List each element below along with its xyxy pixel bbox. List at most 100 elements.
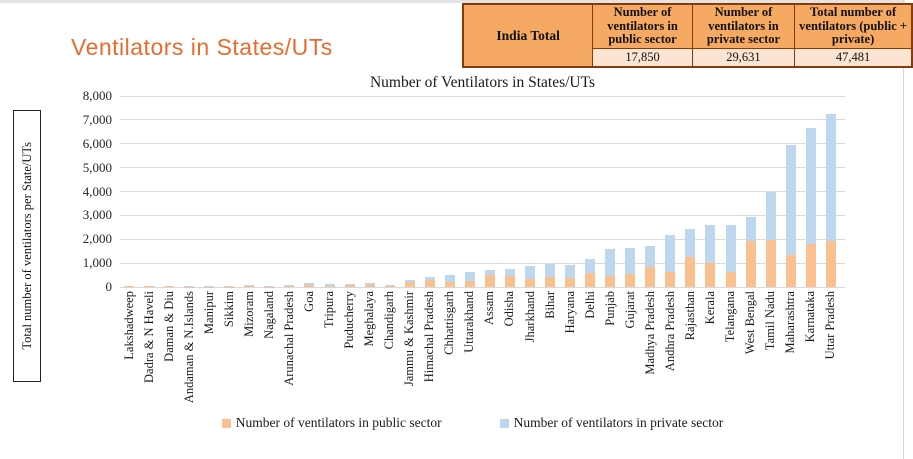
bar-assam xyxy=(484,270,495,287)
bar-segment-public xyxy=(484,275,495,287)
bar-segment-public xyxy=(685,257,696,287)
bar-segment-private xyxy=(464,272,475,281)
india-total-public-value: 17,850 xyxy=(592,48,693,68)
bar-telangana xyxy=(725,225,736,287)
bar-segment-private xyxy=(364,283,375,285)
x-tick-label: Tripura xyxy=(322,291,336,329)
bar-segment-public xyxy=(545,277,556,287)
bar-madhya-pradesh xyxy=(645,246,656,287)
bar-west-bengal xyxy=(745,217,756,287)
x-tick-label: Haryana xyxy=(562,291,577,334)
y-tick-label: 2,000 xyxy=(82,231,112,247)
bar-uttarakhand xyxy=(464,272,475,287)
legend-item-private: Number of ventilators in private sector xyxy=(499,415,724,431)
bar-rajasthan xyxy=(685,229,696,287)
x-tick-label: Telangana xyxy=(723,291,737,343)
bar-segment-private xyxy=(525,266,535,279)
bar-segment-private xyxy=(825,114,836,241)
bar-segment-public xyxy=(224,286,235,287)
bar-segment-private xyxy=(404,280,415,282)
x-tick-label: Odisha xyxy=(502,291,517,327)
bar-andaman-n-islands xyxy=(184,286,195,287)
bar-segment-public xyxy=(204,286,215,287)
bar-segment-private xyxy=(384,285,395,286)
x-tick-label: Andhra Pradesh xyxy=(662,291,677,372)
bar-jharkhand xyxy=(525,266,535,287)
x-tick-label: Himachal Pradesh xyxy=(422,291,437,383)
y-axis-ticks: 0 1,000 2,000 3,000 4,000 5,000 6,000 7,000 8,00… xyxy=(42,88,112,294)
bar-segment-private xyxy=(264,286,275,287)
bar-segment-public xyxy=(705,263,716,287)
legend-item-public: Number of ventilators in public sector xyxy=(221,415,442,431)
bar-segment-public xyxy=(765,239,776,287)
bar-segment-public xyxy=(404,282,415,287)
bar-segment-public xyxy=(264,286,275,287)
x-tick-label: Nagaland xyxy=(261,291,276,339)
bar-segment-public xyxy=(504,276,515,287)
x-tick-label: Assam xyxy=(482,291,497,326)
x-tick-label: Jammu & Kashmir xyxy=(402,291,417,387)
bar-andhra-pradesh xyxy=(665,235,676,287)
x-tick-label: Daman & Diu xyxy=(161,291,176,362)
bar-segment-private xyxy=(685,229,696,257)
y-axis-title: Total number of ventilators per State/UT… xyxy=(19,142,34,350)
x-tick-label: Jharkhand xyxy=(522,291,537,343)
gridline-1000 xyxy=(120,262,845,264)
bar-segment-public xyxy=(665,272,676,287)
bar-segment-private xyxy=(424,277,435,280)
bar-segment-private xyxy=(745,217,756,241)
bar-meghalaya xyxy=(364,283,375,287)
bar-segment-public xyxy=(244,286,255,287)
gridline-8000 xyxy=(120,95,845,97)
table-header-private: Number of ventilators in private sector xyxy=(691,3,796,49)
legend-label: Number of ventilators in private sector xyxy=(513,415,724,430)
x-tick-label: Lakshadweep xyxy=(121,291,136,360)
bar-segment-private xyxy=(805,128,816,245)
gridline-7000 xyxy=(120,119,845,121)
bar-segment-private xyxy=(224,286,235,287)
bar-segment-private xyxy=(605,249,616,276)
x-tick-label: Sikkim xyxy=(221,291,236,328)
bar-segment-private xyxy=(665,235,676,272)
bar-segment-private xyxy=(565,265,576,279)
y-axis-title-box: Total number of ventilators per State/UT… xyxy=(13,110,41,382)
india-total-private-value: 29,631 xyxy=(691,48,796,68)
bar-segment-public xyxy=(464,281,475,287)
x-tick-label: Tamil Nadu xyxy=(763,291,778,351)
bar-segment-private xyxy=(204,286,215,287)
bar-segment-private xyxy=(304,283,315,285)
bar-segment-public xyxy=(124,286,134,287)
y-tick-label: 7,000 xyxy=(82,111,112,127)
gridline-0 xyxy=(120,286,845,288)
bar-segment-private xyxy=(284,285,295,286)
x-tick-label: Mizoram xyxy=(241,291,256,337)
x-tick-label: Punjab xyxy=(602,291,617,326)
x-tick-label: Rajasthan xyxy=(682,291,697,341)
bar-segment-public xyxy=(344,285,355,287)
x-tick-label: Manipur xyxy=(201,291,216,335)
x-tick-label: Kerala xyxy=(702,291,717,325)
plot-area xyxy=(120,95,845,288)
x-tick-label: Puducherry xyxy=(342,291,357,349)
bar-segment-public xyxy=(184,286,195,287)
bar-segment-public xyxy=(585,273,596,287)
bar-segment-private xyxy=(444,275,455,282)
bar-segment-public xyxy=(364,285,375,287)
bar-uttar-pradesh xyxy=(825,114,836,287)
india-total-total-value: 47,481 xyxy=(794,48,913,68)
bar-himachal-pradesh xyxy=(424,277,435,287)
bar-segment-public xyxy=(825,241,836,287)
x-tick-label: Chandigarh xyxy=(382,291,397,350)
bar-arunachal-pradesh xyxy=(284,285,295,287)
bar-segment-public xyxy=(384,286,395,287)
bar-segment-public xyxy=(525,279,535,287)
y-tick-label: 6,000 xyxy=(82,135,112,151)
gridline-5000 xyxy=(120,167,845,169)
bar-segment-private xyxy=(244,285,255,286)
x-tick-label: Maharashtra xyxy=(783,291,798,354)
bar-jammu-kashmir xyxy=(404,280,415,287)
bar-segment-public xyxy=(645,267,656,287)
bar-segment-private xyxy=(705,225,716,263)
x-tick-label: Dadra & N Haveli xyxy=(141,291,156,383)
bar-nagaland xyxy=(264,286,275,287)
